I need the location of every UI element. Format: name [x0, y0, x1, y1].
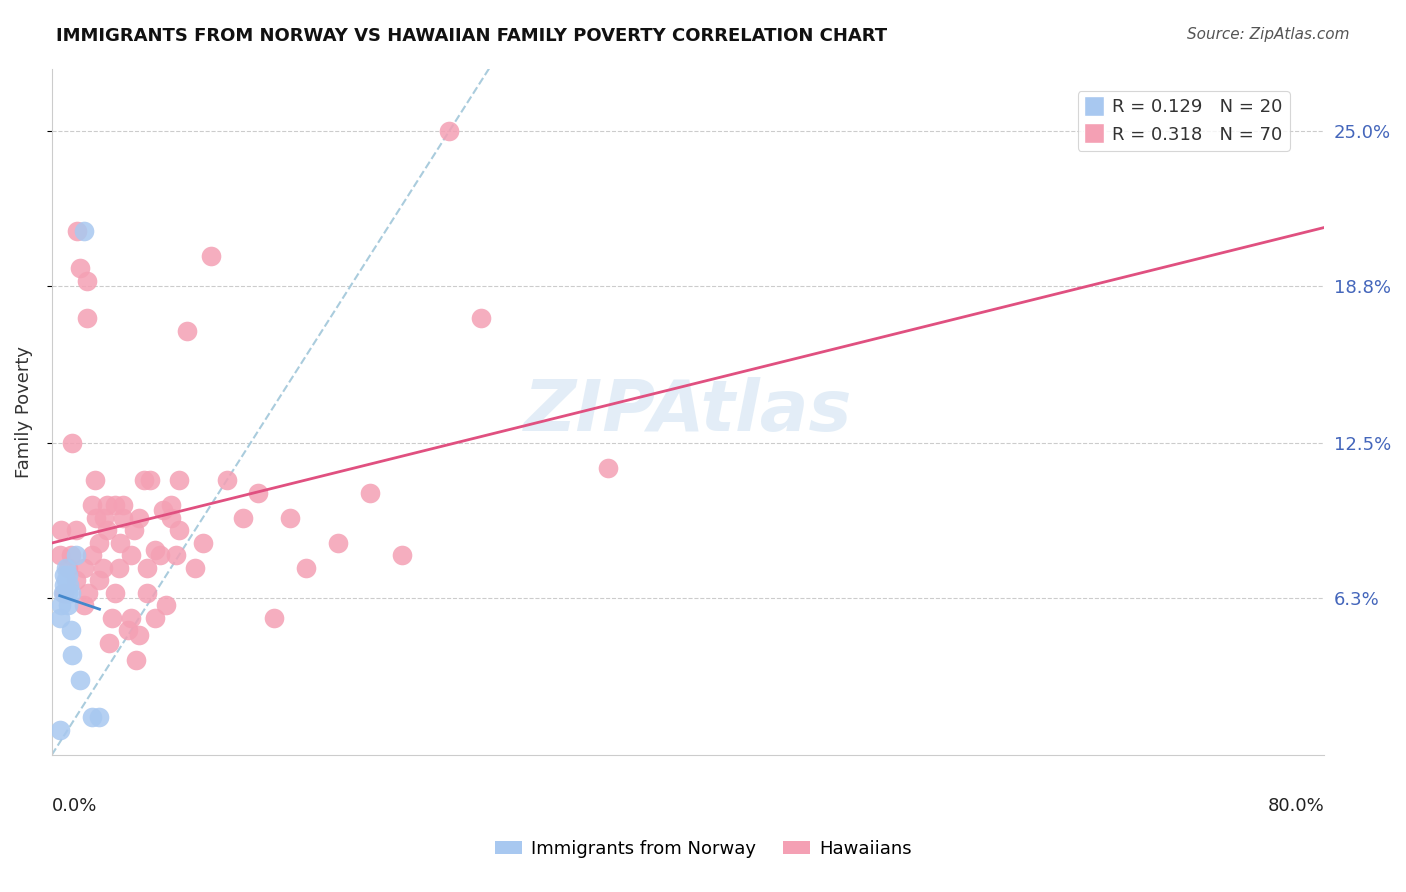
Point [56, 598, 79, 612]
Point [167, 523, 190, 537]
Point [56, 568, 79, 582]
Point [89, 535, 111, 549]
Point [104, 498, 127, 512]
Point [48, 610, 70, 624]
Point [80, 498, 103, 512]
Point [66, 224, 89, 238]
Point [128, 510, 150, 524]
Point [359, 485, 381, 500]
Point [326, 535, 349, 549]
Point [76, 274, 98, 288]
Point [96, 498, 118, 512]
Text: 0.0%: 0.0% [52, 797, 97, 814]
Point [120, 610, 142, 624]
Point [598, 461, 620, 475]
Point [136, 560, 159, 574]
Point [143, 543, 166, 558]
Legend: R = 0.129   N = 20, R = 0.318   N = 70: R = 0.129 N = 20, R = 0.318 N = 70 [1077, 91, 1289, 151]
Point [160, 510, 183, 524]
Point [65, 573, 87, 587]
Point [69, 261, 91, 276]
Point [143, 610, 166, 624]
Point [152, 503, 174, 517]
Point [65, 548, 87, 562]
Point [117, 623, 139, 637]
Point [155, 598, 177, 612]
Point [84, 510, 107, 524]
Point [391, 548, 413, 562]
Point [215, 474, 238, 488]
Point [93, 510, 115, 524]
Point [59, 623, 82, 637]
Point [98, 635, 121, 649]
Point [48, 723, 70, 737]
Point [160, 498, 183, 512]
Point [58, 578, 80, 592]
Point [149, 548, 172, 562]
Point [165, 548, 187, 562]
Point [56, 560, 79, 574]
Point [124, 523, 146, 537]
Point [96, 523, 118, 537]
Point [62, 436, 84, 450]
Point [62, 648, 84, 662]
Point [278, 510, 301, 524]
Point [112, 498, 135, 512]
Point [89, 710, 111, 724]
Point [139, 474, 162, 488]
Point [51, 598, 73, 612]
Point [52, 585, 75, 599]
Point [125, 653, 148, 667]
Point [83, 474, 105, 488]
Point [91, 560, 114, 574]
Point [120, 548, 142, 562]
Y-axis label: Family Poverty: Family Poverty [15, 346, 32, 478]
Point [439, 124, 461, 138]
Text: Source: ZipAtlas.com: Source: ZipAtlas.com [1187, 27, 1350, 42]
Point [470, 311, 492, 326]
Point [232, 510, 254, 524]
Point [107, 560, 129, 574]
Point [55, 560, 77, 574]
Text: 80.0%: 80.0% [1267, 797, 1324, 814]
Point [89, 573, 111, 587]
Point [295, 560, 318, 574]
Point [48, 548, 70, 562]
Point [72, 598, 94, 612]
Point [59, 548, 82, 562]
Point [72, 224, 94, 238]
Point [77, 585, 100, 599]
Point [53, 585, 76, 599]
Point [51, 523, 73, 537]
Point [176, 324, 198, 338]
Point [53, 578, 76, 592]
Point [136, 585, 159, 599]
Point [184, 560, 207, 574]
Point [247, 485, 270, 500]
Point [80, 710, 103, 724]
Text: ZIPAtlas: ZIPAtlas [523, 377, 852, 446]
Point [55, 573, 77, 587]
Point [112, 510, 135, 524]
Point [200, 249, 222, 263]
Point [132, 474, 155, 488]
Legend: Immigrants from Norway, Hawaiians: Immigrants from Norway, Hawaiians [488, 833, 918, 865]
Text: IMMIGRANTS FROM NORWAY VS HAWAIIAN FAMILY POVERTY CORRELATION CHART: IMMIGRANTS FROM NORWAY VS HAWAIIAN FAMIL… [56, 27, 887, 45]
Point [72, 560, 94, 574]
Point [101, 610, 124, 624]
Point [65, 523, 87, 537]
Point [59, 585, 82, 599]
Point [191, 535, 214, 549]
Point [53, 568, 76, 582]
Point [69, 673, 91, 687]
Point [128, 628, 150, 642]
Point [80, 548, 103, 562]
Point [167, 474, 190, 488]
Point [104, 585, 127, 599]
Point [263, 610, 285, 624]
Point [56, 585, 79, 599]
Point [76, 311, 98, 326]
Point [108, 535, 131, 549]
